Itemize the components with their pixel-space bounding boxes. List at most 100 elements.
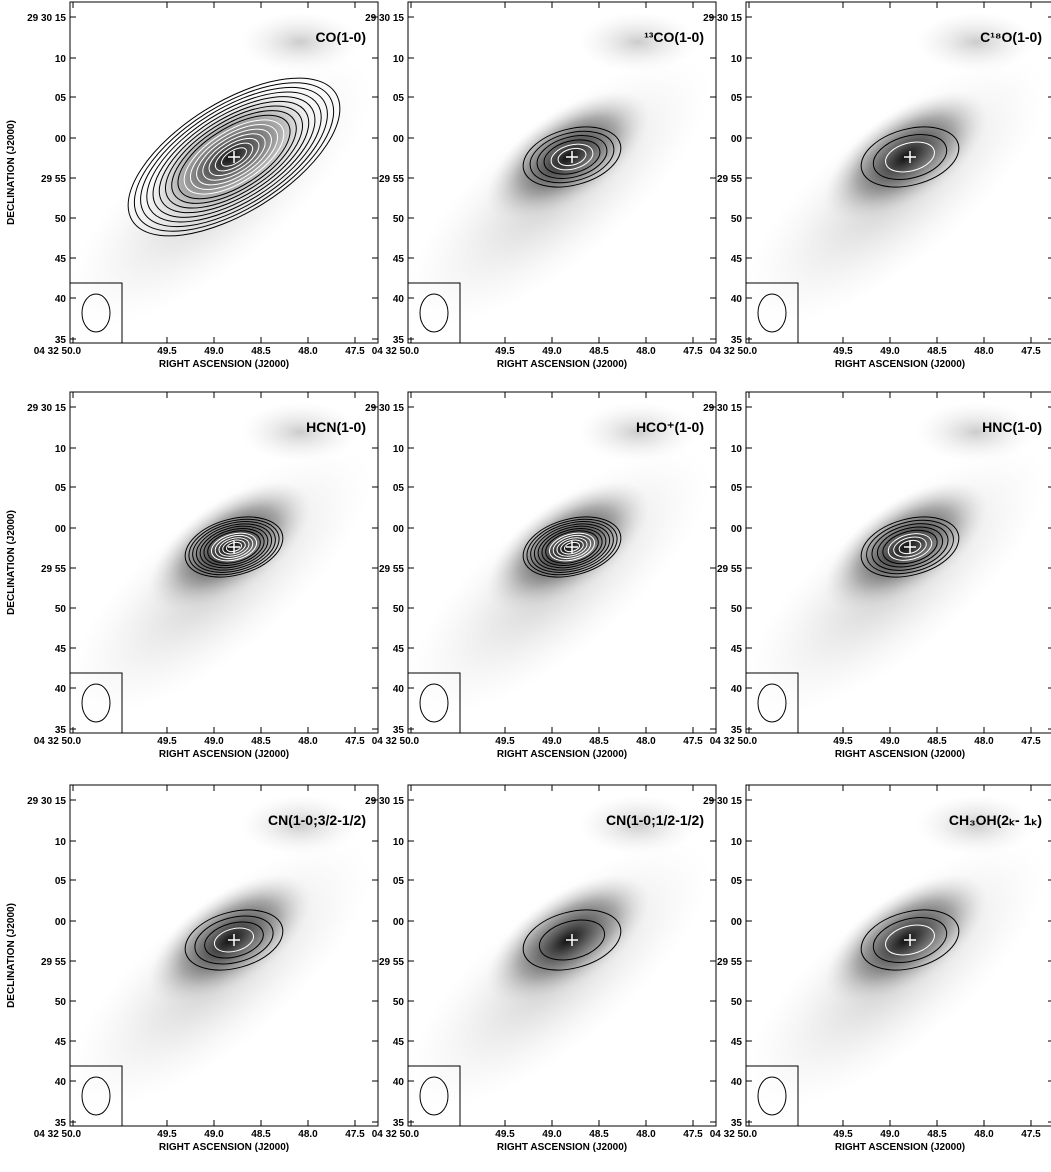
x-tick-label: 04 32 50.0 <box>372 736 420 747</box>
y-tick-label: 50 <box>393 214 405 225</box>
x-tick-label: 47.5 <box>683 736 703 747</box>
y-tick-label: 40 <box>55 1077 67 1088</box>
frame <box>407 784 717 1127</box>
emission <box>408 402 711 716</box>
contour <box>876 526 944 568</box>
y-tick-label: 35 <box>55 1118 67 1129</box>
x-tick-label: 49.0 <box>204 1129 224 1140</box>
beam <box>419 293 449 333</box>
y-tick-label: 00 <box>731 524 743 535</box>
contour <box>529 130 615 184</box>
y-tick-label: 40 <box>393 1077 405 1088</box>
y-tick-label: 05 <box>393 876 405 887</box>
contour <box>541 528 603 566</box>
y-tick-label: 45 <box>55 1037 67 1048</box>
panel-title: HCN(1-0) <box>306 419 366 435</box>
y-tick-label: 10 <box>55 837 67 848</box>
y-tick-label: 50 <box>393 604 405 615</box>
contour <box>140 86 328 228</box>
y-tick-label: 40 <box>731 684 743 695</box>
y-tick-label: 29 55 <box>41 174 66 185</box>
frame <box>407 1 717 344</box>
y-tick-label: 29 30 15 <box>365 796 404 807</box>
panel-title: ¹³CO(1-0) <box>644 29 704 45</box>
y-tick-label: 10 <box>55 54 67 65</box>
x-tick-label: 48.0 <box>636 346 656 357</box>
beam <box>81 293 111 333</box>
x-tick-label: 49.5 <box>833 1129 853 1140</box>
center-cross <box>566 934 578 946</box>
x-tick-label: 04 32 50.0 <box>710 1129 758 1140</box>
y-tick-label: 40 <box>393 294 405 305</box>
y-tick-label: 35 <box>731 1118 743 1129</box>
frame <box>69 784 379 1127</box>
contour <box>184 516 284 578</box>
emission <box>70 402 373 716</box>
y-tick-label: 35 <box>393 335 405 346</box>
y-tick-label: 29 30 15 <box>27 403 66 414</box>
x-tick-label: 48.5 <box>927 1129 947 1140</box>
contour <box>866 519 954 575</box>
x-tick-label: 04 32 50.0 <box>34 736 82 747</box>
emission <box>746 402 1049 716</box>
y-tick-label: 50 <box>55 604 67 615</box>
x-tick-label: 49.5 <box>157 736 177 747</box>
contour <box>898 539 922 555</box>
y-tick-label: 45 <box>393 1037 405 1048</box>
contour <box>557 147 587 167</box>
y-tick-label: 29 55 <box>41 564 66 575</box>
contour <box>882 529 938 565</box>
x-tick-label: 49.5 <box>495 736 515 747</box>
contour <box>860 516 960 578</box>
contour <box>885 924 935 956</box>
contour <box>222 539 246 555</box>
haze <box>578 12 698 72</box>
x-tick-label: 49.0 <box>542 736 562 747</box>
y-tick-label: 40 <box>731 294 743 305</box>
y-tick-label: 45 <box>55 644 67 655</box>
y-tick-label: 05 <box>55 93 67 104</box>
x-tick-label: 49.5 <box>157 346 177 357</box>
y-tick-label: 50 <box>55 997 67 1008</box>
contour <box>165 105 303 209</box>
y-tick-label: 29 55 <box>379 174 404 185</box>
x-tick-label: 49.5 <box>495 1129 515 1140</box>
contour <box>196 128 272 186</box>
haze <box>578 402 698 462</box>
beam <box>757 1076 787 1116</box>
frame <box>69 391 379 734</box>
contour <box>207 530 261 564</box>
beam-box <box>745 1065 799 1127</box>
x-tick-label: 48.5 <box>251 1129 271 1140</box>
center-cross <box>904 934 916 946</box>
x-tick-label: 49.5 <box>157 1129 177 1140</box>
beam <box>757 293 787 333</box>
x-tick-label: 04 32 50.0 <box>372 346 420 357</box>
x-tick-label: 48.5 <box>589 346 609 357</box>
panel-title: C¹⁸O(1-0) <box>980 29 1042 45</box>
contour <box>192 521 276 573</box>
x-tick-label: 49.0 <box>880 346 900 357</box>
haze <box>916 12 1036 72</box>
contour <box>189 124 279 190</box>
beam <box>81 1076 111 1116</box>
y-tick-label: 00 <box>393 917 405 928</box>
contour <box>550 143 594 171</box>
y-axis-label: DECLINATION (J2000) <box>6 510 17 615</box>
contour <box>158 100 310 214</box>
y-tick-label: 50 <box>393 997 405 1008</box>
panel: CN(1-0;1/2-1/2) 29 30 15 10 05 00 29 55 50 45 40… <box>365 784 717 1153</box>
y-tick-label: 10 <box>393 444 405 455</box>
contour <box>171 110 297 204</box>
haze <box>916 402 1036 462</box>
center-cross <box>228 934 240 946</box>
x-tick-label: 47.5 <box>683 1129 703 1140</box>
center-cross <box>566 541 578 553</box>
contour <box>538 919 606 961</box>
haze <box>240 402 360 462</box>
contour <box>526 518 618 576</box>
